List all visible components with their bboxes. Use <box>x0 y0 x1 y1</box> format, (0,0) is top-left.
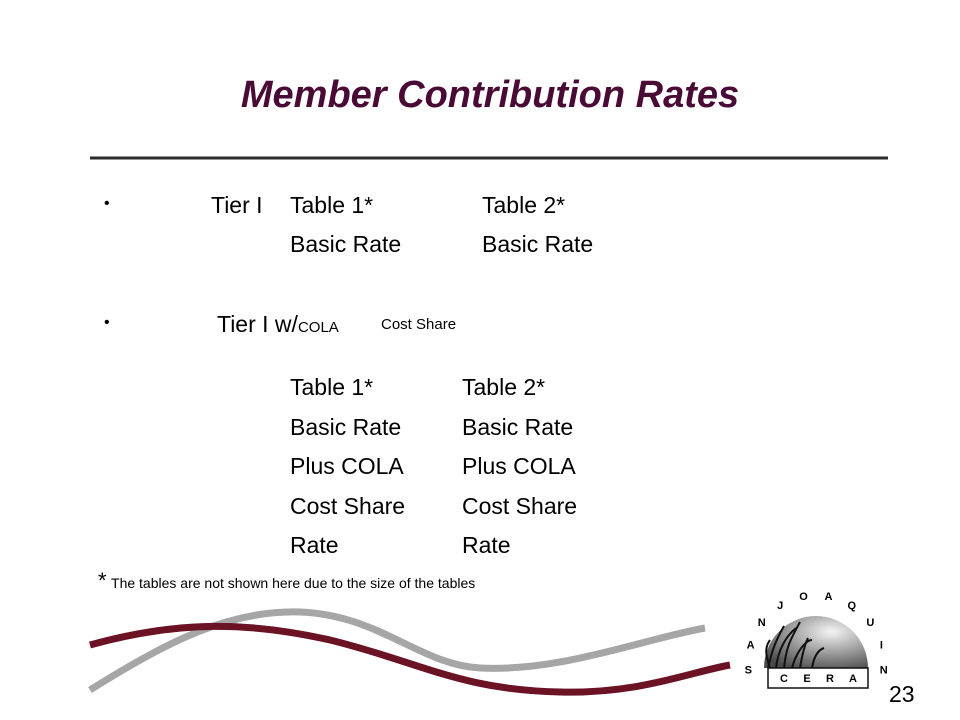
footnote: * The tables are not shown here due to t… <box>98 568 475 594</box>
logo-letter: C <box>780 673 788 685</box>
logo-letter: Q <box>848 600 857 612</box>
logo-letter: U <box>866 617 874 629</box>
logo-grass <box>765 621 825 669</box>
page-number: 23 <box>889 681 915 707</box>
cell: Basic Rate <box>290 413 402 440</box>
cell: Table 2* <box>462 374 546 400</box>
cell: Plus COLA <box>290 453 404 479</box>
cell: Basic Rate <box>482 231 594 257</box>
cell: Basic Rate <box>290 231 402 257</box>
logo-letter: I <box>880 639 883 651</box>
logo-letter: A <box>849 673 857 685</box>
logo-dome <box>764 616 868 668</box>
logo-base <box>767 667 869 689</box>
logo-letter: S <box>745 664 752 676</box>
cell: Cost Share <box>462 492 578 519</box>
bullet-label: Tier I <box>211 192 263 218</box>
gray-wave <box>88 608 706 693</box>
cell: Rate <box>290 532 339 558</box>
label-part: Cost Share <box>381 316 457 333</box>
footnote-text: The tables are not shown here due to the… <box>111 575 476 591</box>
logo-letter: E <box>803 673 810 685</box>
label-part: COLA <box>297 319 339 336</box>
bullet: • <box>104 314 110 331</box>
cell: Table 1* <box>290 192 374 218</box>
cell: Basic Rate <box>462 413 574 440</box>
slide-title: Member Contribution Rates <box>240 74 740 116</box>
bullet: • <box>104 195 110 212</box>
logo-letter: N <box>758 617 766 629</box>
cell: Table 2* <box>482 192 566 218</box>
label-part: Tier I w/ <box>217 311 298 337</box>
cell: Plus COLA <box>462 453 576 479</box>
cell: Rate <box>462 532 511 558</box>
cell: Cost Share <box>290 492 406 519</box>
logo-letter: A <box>747 639 755 651</box>
logo-letter: N <box>880 664 888 676</box>
logo-letter: A <box>825 591 833 603</box>
bullet-label: Tier I w/COLA <box>217 311 339 338</box>
footnote-marker: * <box>98 568 107 593</box>
cell: Table 1* <box>290 374 374 400</box>
maroon-wave <box>89 622 731 696</box>
logo-letter: J <box>777 600 783 612</box>
logo-letter: O <box>799 591 808 603</box>
logo-letter: R <box>826 673 834 685</box>
